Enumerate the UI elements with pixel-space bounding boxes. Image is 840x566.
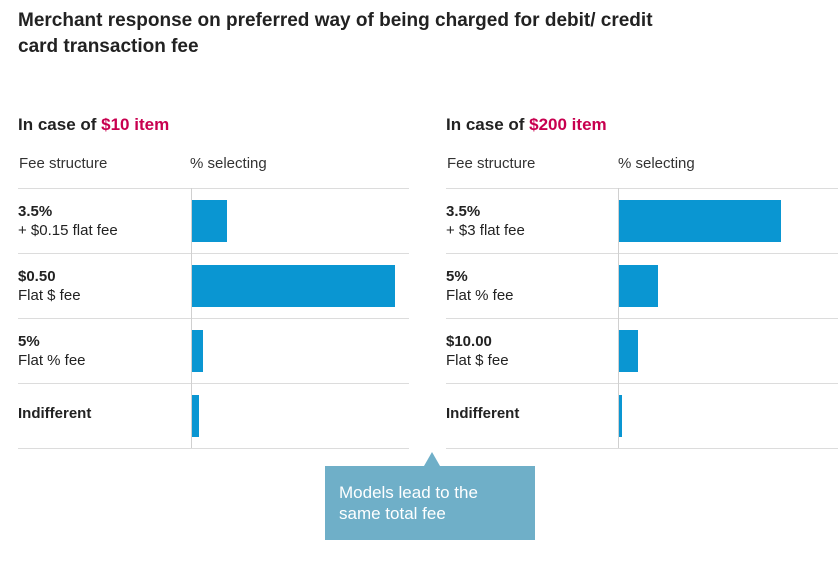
category-main-label: 5% — [446, 268, 468, 285]
category-sub-label: Flat % fee — [446, 287, 514, 304]
category-main-label: 3.5% — [18, 203, 53, 220]
bar — [191, 395, 199, 437]
category-sub-label: Flat $ fee — [18, 287, 81, 304]
bar — [191, 265, 395, 307]
bar — [618, 395, 622, 437]
panel-heading-prefix: In case of — [18, 115, 102, 134]
category-main-label: 5% — [18, 333, 40, 350]
category-main-label: $0.50 — [18, 268, 56, 285]
panel-heading: In case of $10 item — [18, 112, 169, 138]
panel-heading-prefix: In case of — [446, 115, 530, 134]
category-label: $0.50 Flat $ fee — [18, 267, 81, 305]
value-header: % selecting — [618, 155, 695, 172]
category-main-label: Indifferent — [18, 405, 92, 422]
table-row: Indifferent — [446, 383, 838, 449]
table-bottom-line — [18, 448, 409, 449]
category-label: 5% Flat % fee — [446, 267, 514, 305]
category-label: 5% Flat % fee — [18, 332, 86, 370]
category-label: Indifferent — [18, 404, 91, 423]
table-row: $10.00 Flat $ fee — [446, 318, 838, 384]
category-main-label: Indifferent — [446, 405, 520, 422]
value-header: % selecting — [190, 155, 267, 172]
category-header: Fee structure — [447, 155, 536, 172]
category-main-label: $10.00 — [446, 333, 492, 350]
category-sub-label: Flat % fee — [18, 352, 86, 369]
table-row: $0.50 Flat $ fee — [18, 253, 409, 319]
table-row: 5% Flat % fee — [18, 318, 409, 384]
bar — [618, 265, 658, 307]
bar — [618, 330, 638, 372]
bar — [191, 200, 227, 242]
callout-text: Models lead to the same total fee — [339, 483, 478, 523]
chart-panel-200-item: In case of $200 item Fee structure % sel… — [446, 112, 840, 452]
table-row: Indifferent — [18, 383, 409, 449]
callout-arrow — [424, 452, 440, 466]
category-header: Fee structure — [19, 155, 108, 172]
bar — [191, 330, 203, 372]
bar-axis-line — [191, 188, 192, 448]
table-row: 5% Flat % fee — [446, 253, 838, 319]
table-row: 3.5% + $0.15 flat fee — [18, 188, 409, 254]
panel-heading: In case of $200 item — [446, 112, 607, 138]
panel-heading-highlight: $10 item — [101, 115, 170, 134]
category-sub-label: Flat $ fee — [446, 352, 509, 369]
callout-box: Models lead to the same total fee — [325, 466, 535, 540]
panel-heading-highlight: $200 item — [529, 115, 607, 134]
table-bottom-line — [446, 448, 838, 449]
bar — [618, 200, 782, 242]
category-label: 3.5% + $0.15 flat fee — [18, 202, 118, 240]
category-label: $10.00 Flat $ fee — [446, 332, 509, 370]
category-label: Indifferent — [446, 404, 519, 423]
table-row: 3.5% + $3 flat fee — [446, 188, 838, 254]
category-main-label: 3.5% — [446, 203, 481, 220]
category-sub-label: + $3 flat fee — [446, 222, 525, 239]
chart-panel-10-item: In case of $10 item Fee structure % sele… — [18, 112, 438, 452]
bar-axis-line — [618, 188, 619, 448]
category-sub-label: + $0.15 flat fee — [18, 222, 118, 239]
category-label: 3.5% + $3 flat fee — [446, 202, 525, 240]
chart-title: Merchant response on preferred way of be… — [18, 10, 653, 57]
